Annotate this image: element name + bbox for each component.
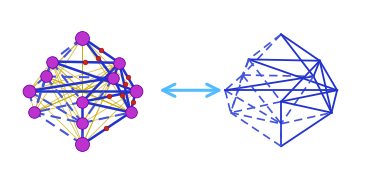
Point — [79, 143, 85, 146]
Point — [106, 95, 112, 98]
Point — [79, 100, 85, 103]
Point — [31, 111, 37, 114]
Point — [26, 90, 32, 92]
Point — [95, 56, 101, 59]
Point — [110, 76, 116, 79]
Point — [79, 122, 85, 125]
Point — [43, 75, 49, 78]
Point — [82, 61, 88, 64]
Point — [125, 76, 131, 78]
Point — [116, 61, 122, 64]
Point — [48, 60, 54, 63]
Point — [79, 36, 85, 39]
Point — [122, 83, 128, 86]
Point — [133, 90, 139, 92]
Point — [127, 111, 133, 114]
Point — [130, 100, 136, 103]
Point — [119, 94, 125, 96]
Point — [79, 122, 85, 124]
Point — [98, 49, 104, 52]
Point — [104, 127, 110, 130]
